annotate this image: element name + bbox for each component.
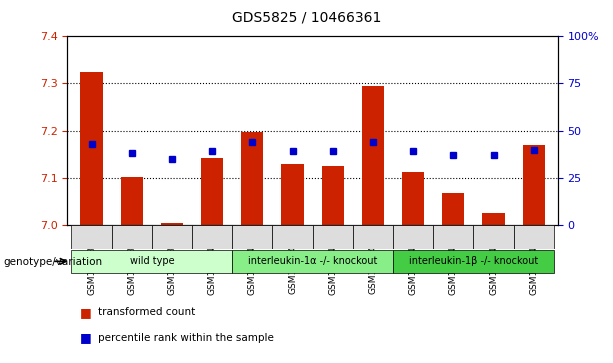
Bar bbox=[322, 166, 344, 225]
Text: percentile rank within the sample: percentile rank within the sample bbox=[98, 333, 274, 343]
Bar bbox=[161, 223, 183, 225]
Bar bbox=[523, 145, 545, 225]
Text: wild type: wild type bbox=[129, 256, 174, 266]
FancyBboxPatch shape bbox=[72, 250, 232, 273]
Bar bbox=[121, 177, 143, 225]
FancyBboxPatch shape bbox=[433, 225, 473, 249]
FancyBboxPatch shape bbox=[192, 225, 232, 249]
Text: transformed count: transformed count bbox=[98, 307, 196, 317]
FancyBboxPatch shape bbox=[112, 225, 152, 249]
FancyBboxPatch shape bbox=[313, 225, 353, 249]
Text: ■: ■ bbox=[80, 331, 91, 344]
FancyBboxPatch shape bbox=[393, 225, 433, 249]
Bar bbox=[242, 132, 264, 225]
FancyBboxPatch shape bbox=[152, 225, 192, 249]
FancyBboxPatch shape bbox=[473, 225, 514, 249]
Bar bbox=[402, 172, 424, 225]
FancyBboxPatch shape bbox=[353, 225, 393, 249]
FancyBboxPatch shape bbox=[393, 250, 554, 273]
Bar bbox=[362, 86, 384, 225]
FancyBboxPatch shape bbox=[72, 225, 112, 249]
Bar bbox=[442, 193, 465, 225]
Bar bbox=[201, 158, 223, 225]
Bar bbox=[482, 213, 504, 225]
Text: genotype/variation: genotype/variation bbox=[3, 257, 102, 267]
Text: interleukin-1α -/- knockout: interleukin-1α -/- knockout bbox=[248, 256, 378, 266]
Text: ■: ■ bbox=[80, 306, 91, 319]
FancyBboxPatch shape bbox=[514, 225, 554, 249]
Text: GDS5825 / 10466361: GDS5825 / 10466361 bbox=[232, 11, 381, 25]
FancyBboxPatch shape bbox=[272, 225, 313, 249]
Bar bbox=[281, 164, 303, 225]
Text: interleukin-1β -/- knockout: interleukin-1β -/- knockout bbox=[409, 256, 538, 266]
FancyBboxPatch shape bbox=[232, 225, 272, 249]
FancyBboxPatch shape bbox=[232, 250, 393, 273]
Bar bbox=[80, 72, 102, 225]
